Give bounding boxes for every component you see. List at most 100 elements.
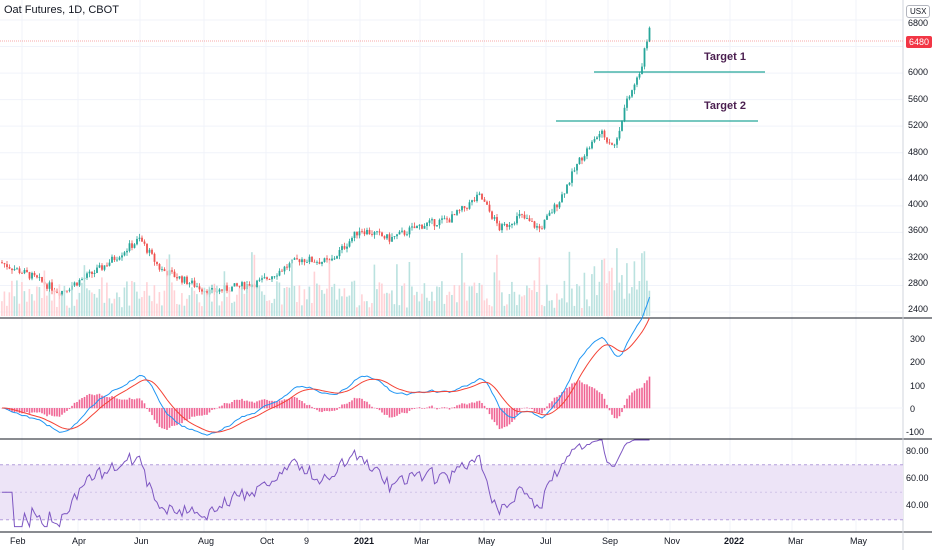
macd-histogram-bar [318,408,321,412]
macd-histogram-bar [468,403,471,409]
macd-histogram-bar [628,395,631,409]
macd-histogram-bar [641,387,643,409]
macd-histogram-bar [621,408,623,413]
macd-histogram-bar [133,399,136,409]
macd-histogram-bar [48,408,51,415]
macd-histogram-bar [458,404,461,409]
candle-body [38,277,41,278]
macd-histogram-bar [541,408,543,414]
macd-histogram-bar [126,399,128,409]
macd-histogram-bar [601,393,603,409]
volume-bar [173,290,176,316]
volume-bar [353,280,356,316]
volume-bar [638,281,641,316]
candle-body [613,144,616,146]
volume-bar [461,252,463,316]
macd-histogram-bar [353,397,356,409]
candle-body [338,250,341,257]
volume-bar [198,302,201,316]
candle-body [496,217,498,224]
candle-body [463,206,466,209]
volume-bar [343,288,346,316]
volume-bar [438,287,441,316]
macd-histogram-bar [498,408,501,430]
price-tick: 4400 [908,173,929,183]
x-axis-label: Sep [602,536,619,546]
volume-bar [621,275,623,316]
volume-bar [623,298,626,316]
rsi-line [2,439,650,529]
volume-bar [413,295,416,316]
macd-histogram-bar [411,408,413,410]
macd-histogram-bar [448,408,451,410]
candle-body [398,231,401,235]
candle-body [571,171,573,183]
candle-body [443,218,446,220]
macd-histogram-bar [331,408,333,411]
candle-body [413,226,416,229]
candle-body [8,267,11,269]
volume-bar [403,283,406,316]
macd-histogram-bar [406,408,408,414]
last-price-tag: 6480 [906,36,932,48]
volume-bar [38,287,41,316]
candle-body [391,236,393,242]
macd-histogram-bar [273,401,276,409]
macd-histogram-bar [546,406,548,409]
candle-body [586,148,588,157]
volume-bar [421,293,423,316]
macd-histogram-bar [501,408,503,429]
candle-body [346,246,348,249]
volume-bar [401,285,403,316]
candle-body [633,84,636,91]
candle-body [218,289,221,292]
macd-histogram-bar [626,398,628,409]
candle-body [171,270,173,272]
candle-body [143,241,146,244]
volume-bar [276,281,278,316]
volume-bar [176,303,178,316]
macd-histogram-bar [576,381,578,409]
macd-histogram-bar [391,408,393,418]
volume-bar [478,282,481,316]
x-axis-label: Feb [10,536,26,546]
candle-body [126,250,128,253]
macd-histogram-bar [81,398,83,409]
candle-body [451,214,453,223]
volume-bar [281,304,283,316]
candle-body [408,227,411,235]
volume-bar [486,298,488,316]
candle-body [153,253,156,262]
candle-body [88,271,91,274]
rsi-tick: 80.00 [906,446,929,456]
volume-bar [288,287,291,316]
candle-body [141,237,143,242]
volume-bar [441,281,443,316]
volume-bar [216,285,218,316]
candle-body [306,262,308,263]
candle-body [301,259,303,263]
macd-histogram-bar [461,403,463,409]
macd-histogram-bar [151,408,153,416]
candle-body [106,265,108,267]
volume-bar [46,295,48,316]
macd-histogram-bar [86,395,88,409]
macd-histogram-bar [26,408,28,413]
x-axis-label: Aug [198,536,215,546]
candle-body [471,200,473,203]
volume-bar [221,301,223,316]
macd-histogram-bar [286,399,288,409]
volume-bar [178,304,181,316]
candle-body [478,193,481,195]
macd-histogram-bar [236,399,238,409]
macd-histogram-bar [543,408,546,411]
volume-bar [333,283,336,316]
currency-button[interactable]: USX [906,5,931,18]
candle-body [393,236,396,238]
candle-body [446,218,448,220]
macd-histogram-bar [401,408,403,413]
volume-bar [28,288,31,316]
macd-histogram-bar [66,408,68,411]
target-1-label: Target 1 [704,51,746,63]
